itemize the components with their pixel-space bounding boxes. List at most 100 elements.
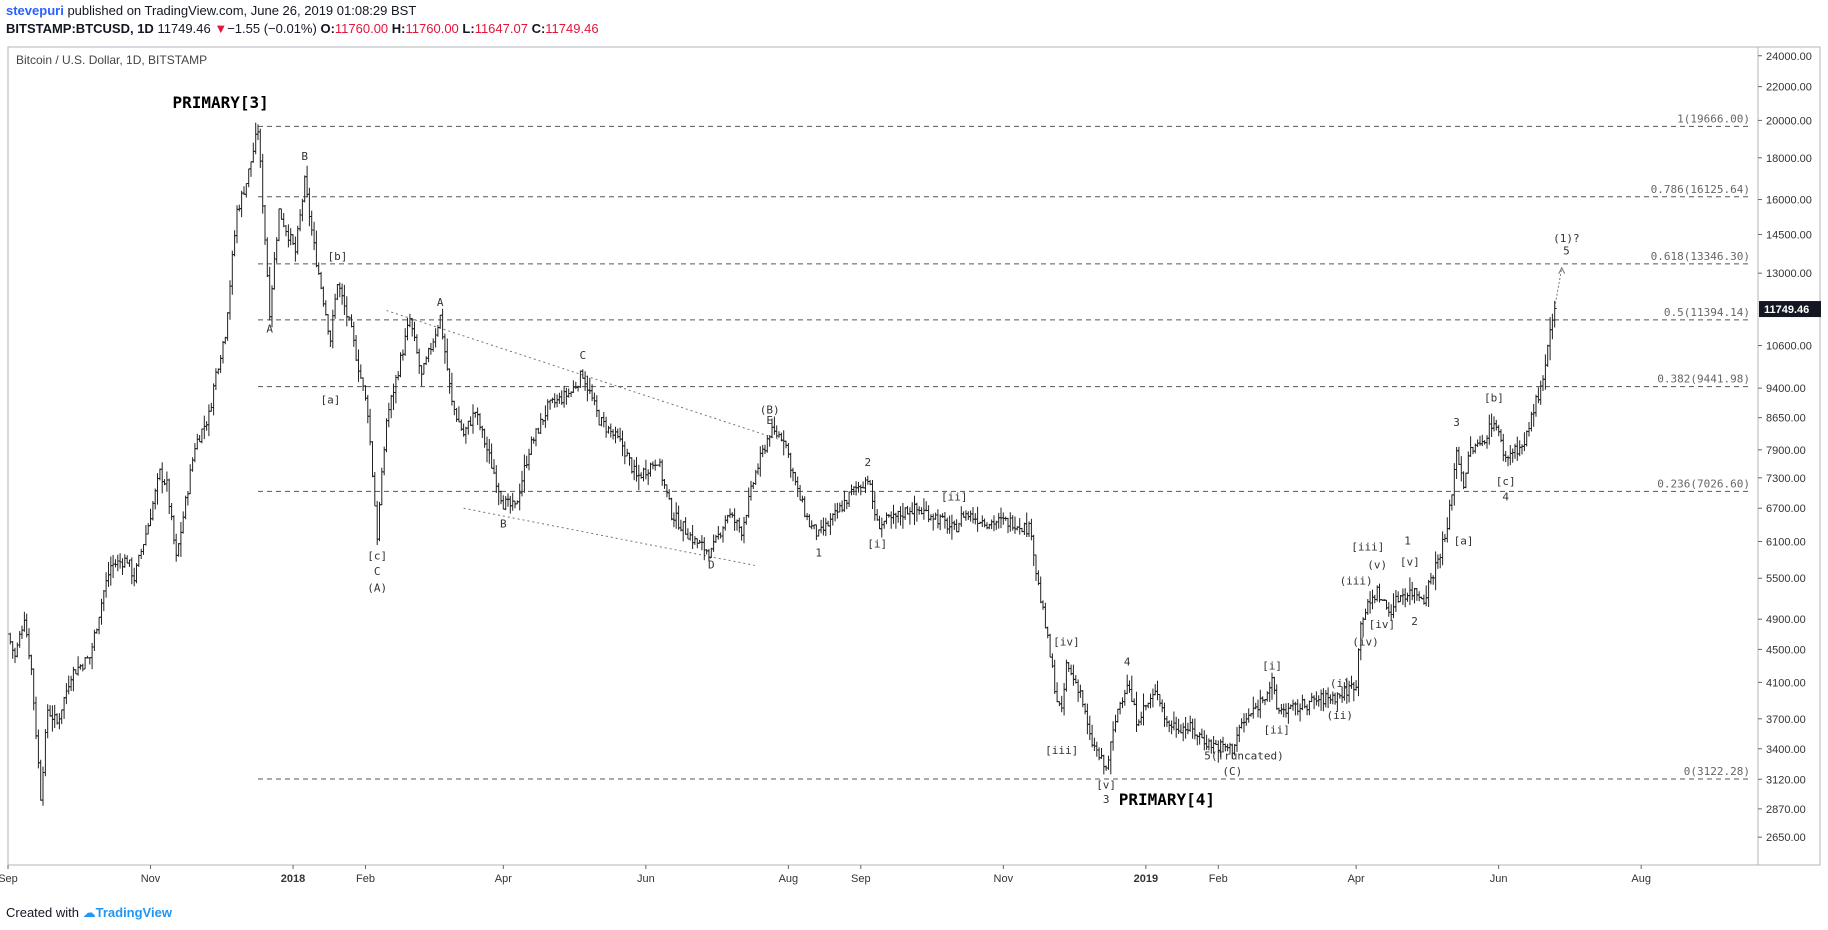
ohlc-bar [466,420,471,435]
x-tick-label: Nov [994,873,1014,885]
ohlc-bar [260,153,265,214]
ohlc-bar [662,479,667,489]
ohlc-bar [190,457,195,472]
ohlc-bar [419,365,424,387]
ohlc-bar [1319,689,1324,711]
ohlc-bar [954,519,959,533]
wave-label: (i) [1330,677,1350,690]
ohlc-bar [971,507,975,524]
ohlc-bar [274,237,279,263]
ohlc-bar [127,559,132,567]
ohlc-bar [592,392,597,406]
ohlc-bar [585,375,590,402]
ohlc-bar [992,515,996,532]
ohlc-bar [657,458,662,468]
ohlc-bar [368,408,373,446]
wave-label: 1 [815,546,822,559]
ohlc-bar [66,675,71,695]
ohlc-bar [1536,387,1541,404]
tradingview-logo-icon: ☁ [82,905,96,920]
ohlc-bar [475,407,480,425]
ohlc-bar [1045,626,1050,639]
ohlc-bar [1426,579,1431,607]
ohlc-bar [1199,728,1204,739]
ohlc-bar [1106,755,1111,770]
ohlc-bar [24,613,29,638]
ohlc-bar [225,312,230,341]
x-tick-label: Sep [0,873,18,885]
wave-label: A [437,296,444,309]
ohlc-bar [1256,699,1260,718]
ohlc-bar [499,490,503,505]
ohlc-bar [966,511,971,520]
ohlc-bar [601,412,606,428]
ohlc-bar [814,524,819,541]
ohlc-bar [982,518,987,528]
y-tick-label: 6100.00 [1766,537,1806,549]
price-change: −1.55 (−0.01%) [227,21,317,36]
ohlc-bar [594,395,599,417]
ohlc-bar [728,508,732,518]
y-tick-label: 8650.00 [1766,413,1806,425]
ohlc-bar [45,704,50,739]
fib-level-label: 0.382(9441.98) [1657,373,1750,386]
ohlc-bar [1174,716,1179,738]
ohlc-bar [281,213,286,228]
ohlc-bar [1454,447,1459,479]
x-tick-label: Nov [141,873,161,885]
ohlc-bar [604,416,609,438]
ohlc-bar [629,457,634,474]
ohlc-bar [494,465,499,493]
ohlc-bar [716,526,721,540]
ohlc-bar [744,514,749,525]
ohlc-bar [515,500,520,505]
ohlc-bar [1403,588,1408,608]
ohlc-bar [1101,754,1106,775]
ohlc-bar [31,668,36,711]
ohlc-bar [837,502,842,513]
low-label: L: [462,21,475,36]
ohlc-bar [963,510,968,521]
ohlc-bar [634,457,639,482]
ohlc-bar [861,481,866,489]
ohlc-bar [1400,588,1405,605]
ohlc-bar [489,443,494,469]
ohlc-bar [38,759,43,801]
ohlc-bar [1501,433,1506,462]
ohlc-bar [372,472,377,507]
ohlc-bar [1396,591,1401,603]
ohlc-bar [828,513,833,535]
ohlc-bar [1274,684,1279,710]
ohlc-bar [492,459,496,475]
y-tick-label: 5500.00 [1766,573,1806,585]
ohlc-bar [527,448,531,471]
ohlc-bar [1515,436,1520,461]
ohlc-bar [660,459,665,486]
ohlc-bar [1393,590,1398,612]
author-link[interactable]: stevepuri [6,3,64,18]
ohlc-bar [277,208,281,242]
ohlc-bar [1052,659,1057,694]
ohlc-bar [295,225,300,255]
ohlc-bar [583,371,588,391]
ohlc-bar [1136,719,1141,727]
trend-line [463,507,756,567]
tradingview-brand-link[interactable]: TradingView [95,905,172,920]
ohlc-bar [1417,591,1422,602]
ohlc-bar [155,473,160,505]
ohlc-bar [230,250,235,295]
close-label: C: [531,21,546,36]
wave-label: [a] [1454,534,1474,547]
ohlc-bar [1281,703,1286,718]
wave-label: [iii] [1045,744,1078,757]
ohlc-bar [721,526,725,543]
ohlc-bar [742,516,746,544]
wave-label: (B) [760,404,780,417]
ohlc-bar [279,208,284,220]
ohlc-bar [1522,432,1527,452]
ohlc-bar [809,520,814,530]
ohlc-bar [625,448,630,457]
y-tick-label: 7300.00 [1766,473,1806,485]
wave-label: D [708,559,715,572]
